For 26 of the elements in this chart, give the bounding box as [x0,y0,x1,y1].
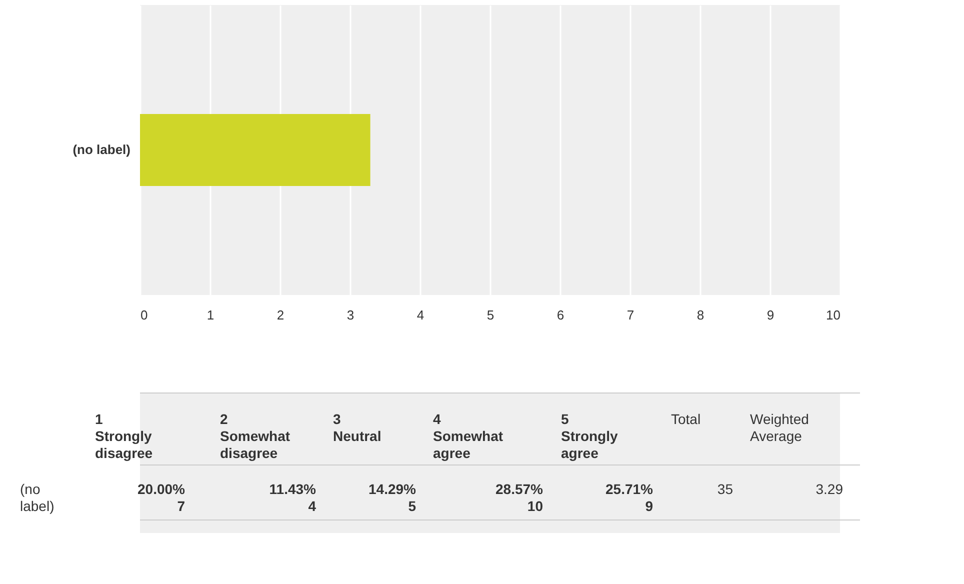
text: 4 Somewhat agree [433,411,504,461]
x-tick-label: 8 [696,308,704,322]
text: 25.71% 9 [606,481,654,514]
x-tick-label: 9 [766,308,774,322]
text: 11.43% 4 [269,481,317,514]
text: 5 Strongly agree [561,411,618,461]
text: 3 Neutral [333,411,382,444]
x-tick-label: 6 [556,308,564,322]
text: Total [671,411,701,427]
x-tick-label: 10 [826,308,840,322]
x-tick-label: 2 [276,308,284,322]
x-tick-label: 4 [416,308,424,322]
text: 14.29% 5 [368,481,417,514]
text: 2 Somewhat disagree [220,411,290,461]
x-tick-label: 3 [346,308,354,322]
x-tick-label: 7 [626,308,634,322]
text: (no label) [20,481,54,514]
text: 1 Strongly disagree [95,411,153,461]
x-tick-label: 1 [206,308,214,322]
text: 35 [717,481,734,497]
text: 3.29 [816,481,844,497]
x-tick-label: 5 [486,308,494,322]
text: 20.00% 7 [138,481,186,514]
x-tick-label: 0 [140,308,148,322]
text: 28.57% 10 [496,481,544,514]
text: Weighted Average [750,411,809,444]
